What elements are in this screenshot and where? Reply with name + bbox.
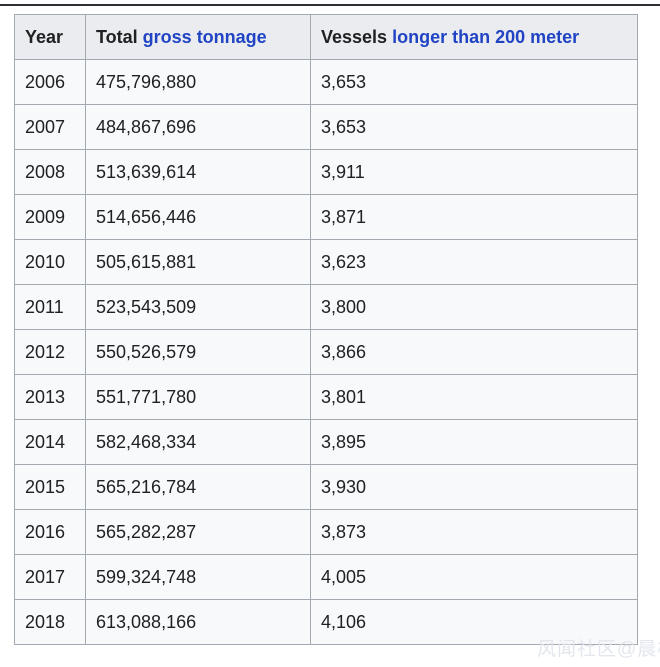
table-row: 2009 514,656,446 3,871: [14, 194, 638, 240]
table-row: 2011 523,543,509 3,800: [14, 284, 638, 330]
vessels-cell: 3,800: [310, 284, 638, 330]
header-tonnage-prefix: Total: [96, 26, 143, 47]
tonnage-cell: 513,639,614: [85, 149, 311, 195]
table-row: 2018 613,088,166 4,106: [14, 599, 638, 645]
tonnage-cell: 582,468,334: [85, 419, 311, 465]
table-row: 2017 599,324,748 4,005: [14, 554, 638, 600]
header-row: Year Total gross tonnage Vessels longer …: [14, 14, 638, 60]
table-row: 2015 565,216,784 3,930: [14, 464, 638, 510]
year-cell: 2006: [14, 59, 86, 105]
tonnage-cell: 523,543,509: [85, 284, 311, 330]
gross-tonnage-link[interactable]: gross tonnage: [142, 26, 267, 47]
table-row: 2008 513,639,614 3,911: [14, 149, 638, 195]
year-cell: 2017: [14, 554, 86, 600]
vessels-cell: 3,871: [310, 194, 638, 240]
fleet-statistics-table: Year Total gross tonnage Vessels longer …: [14, 14, 638, 645]
year-cell: 2013: [14, 374, 86, 420]
header-year-label: Year: [25, 26, 64, 47]
table-row: 2013 551,771,780 3,801: [14, 374, 638, 420]
table-row: 2006 475,796,880 3,653: [14, 59, 638, 105]
year-cell: 2014: [14, 419, 86, 465]
tonnage-cell: 613,088,166: [85, 599, 311, 645]
table-row: 2014 582,468,334 3,895: [14, 419, 638, 465]
tonnage-cell: 550,526,579: [85, 329, 311, 375]
vessels-cell: 3,873: [310, 509, 638, 555]
vessels-cell: 4,106: [310, 599, 638, 645]
year-cell: 2016: [14, 509, 86, 555]
top-divider: [0, 4, 660, 6]
vessels-cell: 3,895: [310, 419, 638, 465]
longer-than-200-meter-link[interactable]: longer than 200 meter: [392, 26, 580, 47]
tonnage-cell: 505,615,881: [85, 239, 311, 285]
tonnage-cell: 475,796,880: [85, 59, 311, 105]
table-row: 2016 565,282,287 3,873: [14, 509, 638, 555]
table-body: 2006 475,796,880 3,653 2007 484,867,696 3,653…: [14, 59, 638, 645]
year-cell: 2015: [14, 464, 86, 510]
vessels-cell: 3,866: [310, 329, 638, 375]
vessels-cell: 3,930: [310, 464, 638, 510]
tonnage-cell: 484,867,696: [85, 104, 311, 150]
vessels-cell: 3,623: [310, 239, 638, 285]
table-header: Year Total gross tonnage Vessels longer …: [14, 14, 638, 60]
year-cell: 2007: [14, 104, 86, 150]
year-cell: 2018: [14, 599, 86, 645]
table-row: 2010 505,615,881 3,623: [14, 239, 638, 285]
header-total-tonnage: Total gross tonnage: [85, 14, 311, 60]
table-row: 2012 550,526,579 3,866: [14, 329, 638, 375]
tonnage-cell: 514,656,446: [85, 194, 311, 240]
year-cell: 2012: [14, 329, 86, 375]
tonnage-cell: 551,771,780: [85, 374, 311, 420]
header-year: Year: [14, 14, 86, 60]
header-vessels-prefix: Vessels: [321, 26, 393, 47]
watermark: 风闻社区@晨枫: [537, 639, 660, 660]
vessels-cell: 3,653: [310, 104, 638, 150]
header-vessels: Vessels longer than 200 meter: [310, 14, 638, 60]
vessels-cell: 3,801: [310, 374, 638, 420]
tonnage-cell: 565,216,784: [85, 464, 311, 510]
tonnage-cell: 599,324,748: [85, 554, 311, 600]
tonnage-cell: 565,282,287: [85, 509, 311, 555]
year-cell: 2010: [14, 239, 86, 285]
vessels-cell: 3,653: [310, 59, 638, 105]
vessels-cell: 4,005: [310, 554, 638, 600]
year-cell: 2011: [14, 284, 86, 330]
table-row: 2007 484,867,696 3,653: [14, 104, 638, 150]
year-cell: 2008: [14, 149, 86, 195]
year-cell: 2009: [14, 194, 86, 240]
vessels-cell: 3,911: [310, 149, 638, 195]
